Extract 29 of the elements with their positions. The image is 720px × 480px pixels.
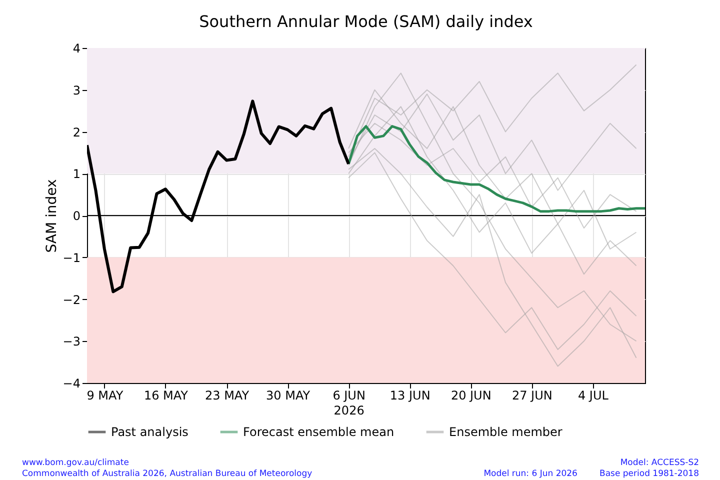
x-tick-label: 9 MAY <box>86 388 124 402</box>
text: Model: ACCESS-S2 <box>619 458 699 469</box>
x-tick-label: 20 JUN <box>450 388 492 402</box>
y-tick-label: 1 <box>72 167 80 182</box>
x-tick-label: 6 JUN <box>332 388 366 402</box>
y-tick-label: −1 <box>62 250 80 265</box>
x-tick-label: 13 JUN <box>390 388 430 402</box>
y-tick-label: 4 <box>72 42 80 56</box>
text: Model run: 6 Jun 2026 <box>484 469 578 479</box>
y-tick-label: −3 <box>62 334 80 349</box>
y-axis-title: SAM index <box>44 179 60 253</box>
y-tick-label: −4 <box>62 376 80 390</box>
text: Commonwealth of Australia 2026, Australian Bureau of Meteorology <box>22 469 312 480</box>
text: Base period 1981-2018 <box>599 469 699 479</box>
chart-title: Southern Annular Mode (SAM) daily index <box>199 12 533 31</box>
legend-label: Ensemble member <box>449 425 562 439</box>
x-tick-label: 30 MAY <box>266 388 311 402</box>
text: www.bom.gov.au/climate <box>22 458 130 469</box>
x-tick-label: 16 MAY <box>144 388 189 402</box>
y-tick-label: 2 <box>72 125 80 140</box>
y-tick-label: 3 <box>72 83 80 98</box>
x-axis-title: 2026 <box>334 404 364 418</box>
x-tick-label: 4 JUL <box>578 388 609 402</box>
legend-label: Forecast ensemble mean <box>243 425 394 439</box>
y-tick-label: −2 <box>62 292 80 307</box>
x-tick-label: 27 JUN <box>512 388 552 402</box>
y-tick-label: 0 <box>72 209 80 223</box>
x-tick-label: 23 MAY <box>204 388 250 402</box>
legend-label: Past analysis <box>111 425 188 439</box>
